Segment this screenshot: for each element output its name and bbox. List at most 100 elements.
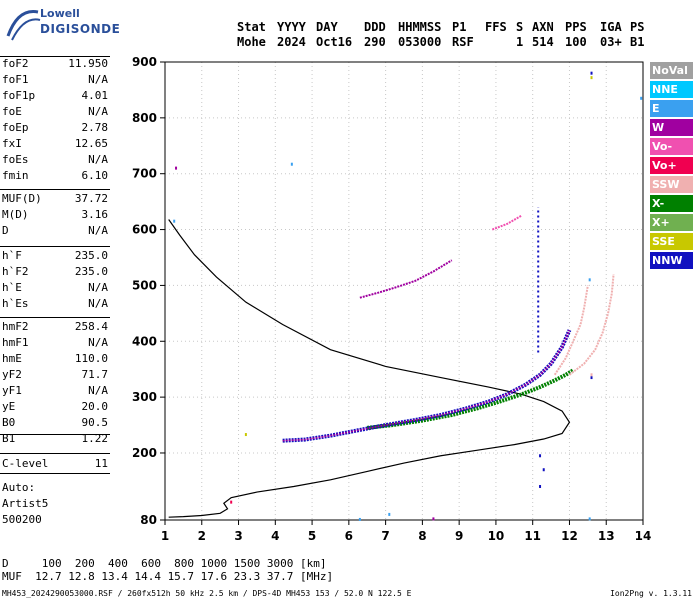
- legend-x: X-: [650, 195, 693, 212]
- header-col-6: FFS: [485, 20, 507, 34]
- header-col-11: PS: [630, 20, 645, 34]
- x-tick-label: 6: [345, 529, 353, 543]
- param-key: hmF1: [2, 336, 29, 349]
- header-val-8: 100: [565, 35, 587, 49]
- param-value: 20.0: [81, 400, 109, 413]
- param-yf1: yF1 N/A: [2, 384, 108, 398]
- x-tick-label: 14: [635, 529, 652, 543]
- header-col-0: Stat: [237, 20, 266, 34]
- param-key: M(D): [2, 208, 29, 221]
- x-tick-label: 9: [455, 529, 463, 543]
- digisonde-logo: [6, 10, 41, 41]
- auto-label: Auto:: [2, 481, 36, 494]
- x-tick-label: 8: [418, 529, 426, 543]
- param-key: h`E: [2, 281, 22, 294]
- param-value: 71.7: [81, 368, 109, 381]
- header-col-3: DDD: [364, 20, 386, 34]
- o-trace-overlay: [282, 329, 571, 442]
- muf-value-row: MUF 12.7 12.8 13.4 14.4 15.7 17.6 23.3 3…: [2, 570, 334, 583]
- param-value: 4.01: [81, 89, 109, 102]
- param-value: N/A: [88, 224, 108, 237]
- upper-trace: [359, 259, 453, 299]
- param-key: fxI: [2, 137, 22, 150]
- param-separator: [0, 317, 110, 318]
- scatter-point: [588, 517, 591, 521]
- scatter-point: [244, 433, 247, 437]
- param-value: N/A: [88, 384, 108, 397]
- legend-ssw: SSW: [650, 176, 693, 193]
- param-key: MUF(D): [2, 192, 42, 205]
- legend-w: W: [650, 119, 693, 136]
- param-value: 235.0: [74, 249, 108, 262]
- profile-curve: [168, 219, 571, 518]
- x-tick-label: 3: [234, 529, 242, 543]
- param-separator: [0, 473, 110, 474]
- param-value: N/A: [88, 336, 108, 349]
- param-key: foF2: [2, 57, 29, 70]
- param-value: 11.950: [68, 57, 108, 70]
- scatter-point: [590, 76, 593, 80]
- header-col-9: PPS: [565, 20, 587, 34]
- x-tick-label: 10: [488, 529, 505, 543]
- param-clevel: C-level 11: [2, 457, 108, 471]
- param-hf: h`F 235.0: [2, 249, 108, 263]
- y-tick-label: 80: [140, 513, 157, 527]
- plot-frame: [164, 61, 644, 521]
- scatter-point: [590, 373, 593, 377]
- scatter-point: [539, 484, 542, 488]
- scatter-point: [542, 468, 545, 472]
- scatter-point: [388, 512, 391, 516]
- y-tick-label: 700: [132, 167, 157, 181]
- param-value: 37.72: [74, 192, 108, 205]
- param-separator: [0, 189, 110, 190]
- header-val-6: 1: [516, 35, 524, 49]
- param-value: N/A: [88, 281, 108, 294]
- auto-artist: Artist5: [2, 497, 49, 510]
- footer-version: Ion2Png v. 1.3.11: [610, 589, 692, 598]
- y-tick-label: 600: [132, 223, 157, 237]
- y-tick-label: 200: [132, 446, 157, 460]
- legend-vo: Vo-: [650, 138, 693, 155]
- scatter-point: [230, 500, 233, 504]
- scatter-point: [588, 278, 591, 282]
- param-key: C-level: [2, 457, 49, 470]
- param-value: 235.0: [74, 265, 108, 278]
- ssw-trace-2: [568, 274, 615, 376]
- legend-sse: SSE: [650, 233, 693, 250]
- param-b0: B0 90.5: [2, 416, 108, 430]
- param-key: foF1: [2, 73, 29, 86]
- param-md: M(D) 3.16: [2, 208, 108, 222]
- scatter-point: [539, 454, 542, 458]
- param-value: N/A: [88, 297, 108, 310]
- scatter-point: [175, 166, 178, 170]
- param-fof1: foF1 N/A: [2, 73, 108, 87]
- legend-noval: NoVal: [650, 62, 693, 79]
- param-he: h`E N/A: [2, 281, 108, 295]
- scatter-point: [290, 162, 293, 166]
- param-key: foEs: [2, 153, 29, 166]
- header-col-8: AXN: [532, 20, 554, 34]
- x-tick-label: 12: [561, 529, 578, 543]
- param-key: foF1p: [2, 89, 36, 102]
- x-tick-label: 5: [308, 529, 316, 543]
- param-foes: foEs N/A: [2, 153, 108, 167]
- param-value: 1.22: [81, 432, 109, 445]
- param-value: 6.10: [81, 169, 109, 182]
- legend-vo: Vo+: [650, 157, 693, 174]
- param-value: 12.65: [74, 137, 108, 150]
- x-tick-label: 7: [381, 529, 389, 543]
- param-key: B0: [2, 416, 16, 429]
- header-col-2: DAY: [316, 20, 338, 34]
- param-key: yE: [2, 400, 16, 413]
- param-value: N/A: [88, 73, 108, 86]
- muf-distance-row: D 100 200 400 600 800 1000 1500 3000 [km…: [2, 557, 327, 570]
- auto-code: 500200: [2, 513, 42, 526]
- upper-trace-2: [491, 214, 523, 231]
- param-d: D N/A: [2, 224, 108, 238]
- legend-e: E: [650, 100, 693, 117]
- param-hmf1: hmF1 N/A: [2, 336, 108, 350]
- param-b1: B1 1.22: [2, 432, 108, 446]
- x-tick-label: 2: [198, 529, 206, 543]
- scatter-point: [590, 71, 593, 75]
- header-val-2: Oct16: [316, 35, 353, 49]
